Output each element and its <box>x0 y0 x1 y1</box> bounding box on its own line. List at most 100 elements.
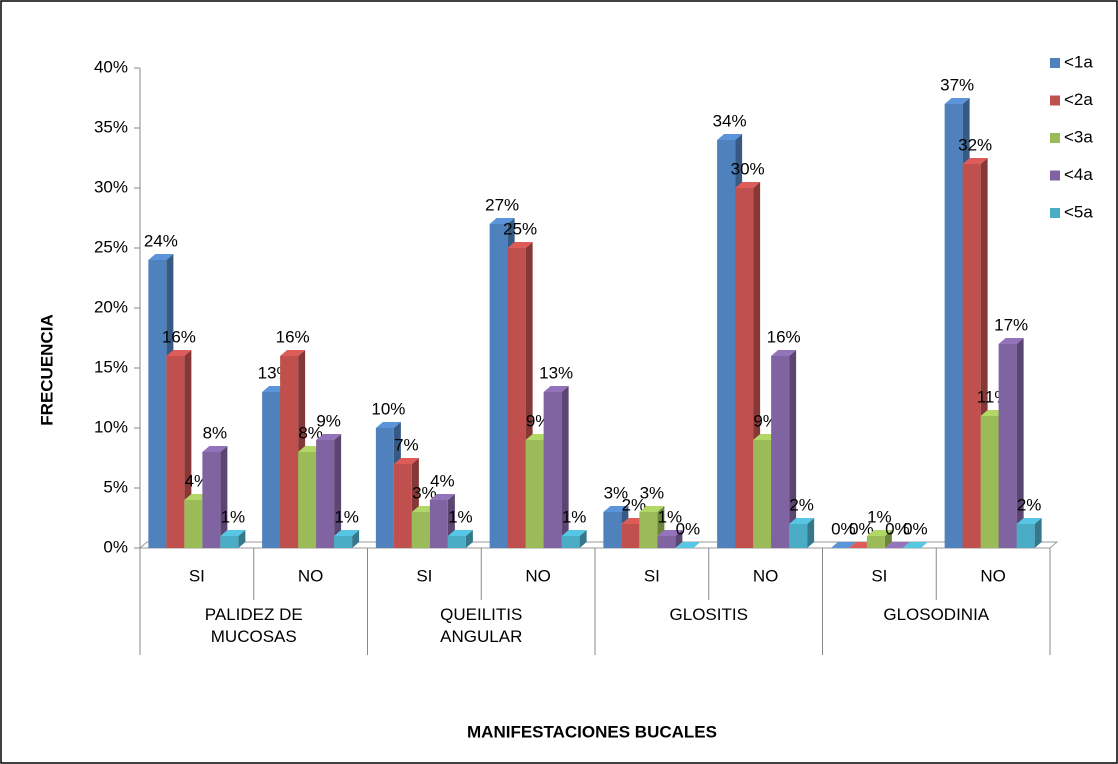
data-label: 9% <box>316 411 341 430</box>
bar-top <box>1016 518 1042 524</box>
data-label: 3% <box>604 483 629 502</box>
x-tick-label: NO <box>525 566 551 585</box>
bar-top <box>375 422 401 428</box>
data-label: 3% <box>412 483 437 502</box>
bar-side <box>807 518 815 548</box>
legend-swatch <box>1050 170 1060 181</box>
bar <box>771 356 790 548</box>
legend-label: <4a <box>1064 165 1093 184</box>
y-tick-label: 5% <box>103 477 128 496</box>
bar-side <box>789 350 797 548</box>
bar <box>262 392 281 548</box>
bar <box>753 440 772 548</box>
data-label: 25% <box>503 219 537 238</box>
legend-swatch <box>1050 208 1060 218</box>
data-label: 2% <box>1017 495 1042 514</box>
x-axis-title: MANIFESTACIONES BUCALES <box>467 722 717 741</box>
bar <box>980 416 999 548</box>
bar-top <box>280 350 306 356</box>
x-tick-label: SI <box>871 566 887 585</box>
bar-top <box>830 542 856 548</box>
data-label: 32% <box>958 135 992 154</box>
bar-top <box>543 386 569 392</box>
bar <box>220 536 239 548</box>
bar-top <box>220 530 246 536</box>
bar-top <box>735 182 761 188</box>
legend-label: <2a <box>1064 90 1093 109</box>
bar-top <box>489 218 515 224</box>
bar <box>375 428 394 548</box>
y-tick-label: 10% <box>94 417 128 436</box>
bar <box>489 224 508 548</box>
legend-label: <1a <box>1064 52 1093 71</box>
group-label: PALIDEZ DE MUCOSAS <box>204 605 303 646</box>
bar <box>507 248 526 548</box>
data-label: 10% <box>371 399 405 418</box>
bar <box>298 452 317 548</box>
bar <box>411 512 430 548</box>
data-label: 1% <box>658 507 683 526</box>
bar-top <box>429 494 455 500</box>
x-tick-label: SI <box>416 566 432 585</box>
data-label: 4% <box>430 471 455 490</box>
bar-top <box>717 134 743 140</box>
bar-top <box>657 530 683 536</box>
data-label: 34% <box>713 111 747 130</box>
bar <box>202 452 221 548</box>
data-label: 16% <box>276 327 310 346</box>
y-tick-label: 30% <box>94 177 128 196</box>
x-tick-label: NO <box>980 566 1006 585</box>
bar <box>621 524 640 548</box>
bar <box>866 536 885 548</box>
bar-top <box>771 350 797 356</box>
bar <box>429 500 448 548</box>
x-tick-label: SI <box>189 566 205 585</box>
x-tick-label: NO <box>298 566 324 585</box>
data-label: 1% <box>448 507 473 526</box>
data-label: 13% <box>539 363 573 382</box>
bar <box>717 140 736 548</box>
y-tick-label: 20% <box>94 297 128 316</box>
bar-top <box>962 158 988 164</box>
y-tick-label: 0% <box>103 537 128 556</box>
bar <box>525 440 544 548</box>
bar-top <box>603 506 629 512</box>
data-label: 8% <box>298 423 323 442</box>
bar-top <box>998 338 1024 344</box>
bar <box>603 512 622 548</box>
y-tick-label: 35% <box>94 117 128 136</box>
bar-top <box>884 542 910 548</box>
bar-top <box>902 542 928 548</box>
data-label: 16% <box>162 327 196 346</box>
bar-top <box>675 542 701 548</box>
group-label: QUEILITIS ANGULAR <box>440 605 523 646</box>
data-label: 24% <box>144 231 178 250</box>
data-label: 2% <box>622 495 647 514</box>
bar-top <box>334 530 360 536</box>
bar <box>334 536 353 548</box>
bar <box>657 536 676 548</box>
bar-top <box>944 98 970 104</box>
bar-top <box>393 458 419 464</box>
legend-swatch <box>1050 95 1060 106</box>
bar <box>944 104 963 548</box>
data-label: 8% <box>203 423 228 442</box>
data-label: 2% <box>789 495 814 514</box>
bar-side <box>220 446 228 548</box>
bar-top <box>202 446 228 452</box>
bar <box>184 500 203 548</box>
bar <box>962 164 981 548</box>
data-label: 1% <box>221 507 246 526</box>
bar <box>998 344 1017 548</box>
y-tick-label: 40% <box>94 57 128 76</box>
legend-swatch <box>1050 133 1060 143</box>
data-label: 30% <box>731 159 765 178</box>
bar-side <box>561 386 569 548</box>
data-label: 0% <box>831 519 856 538</box>
bar <box>1016 524 1035 548</box>
bar-side <box>1016 338 1024 548</box>
data-label: 0% <box>676 519 701 538</box>
bar-top <box>166 350 192 356</box>
x-tick-label: NO <box>753 566 779 585</box>
